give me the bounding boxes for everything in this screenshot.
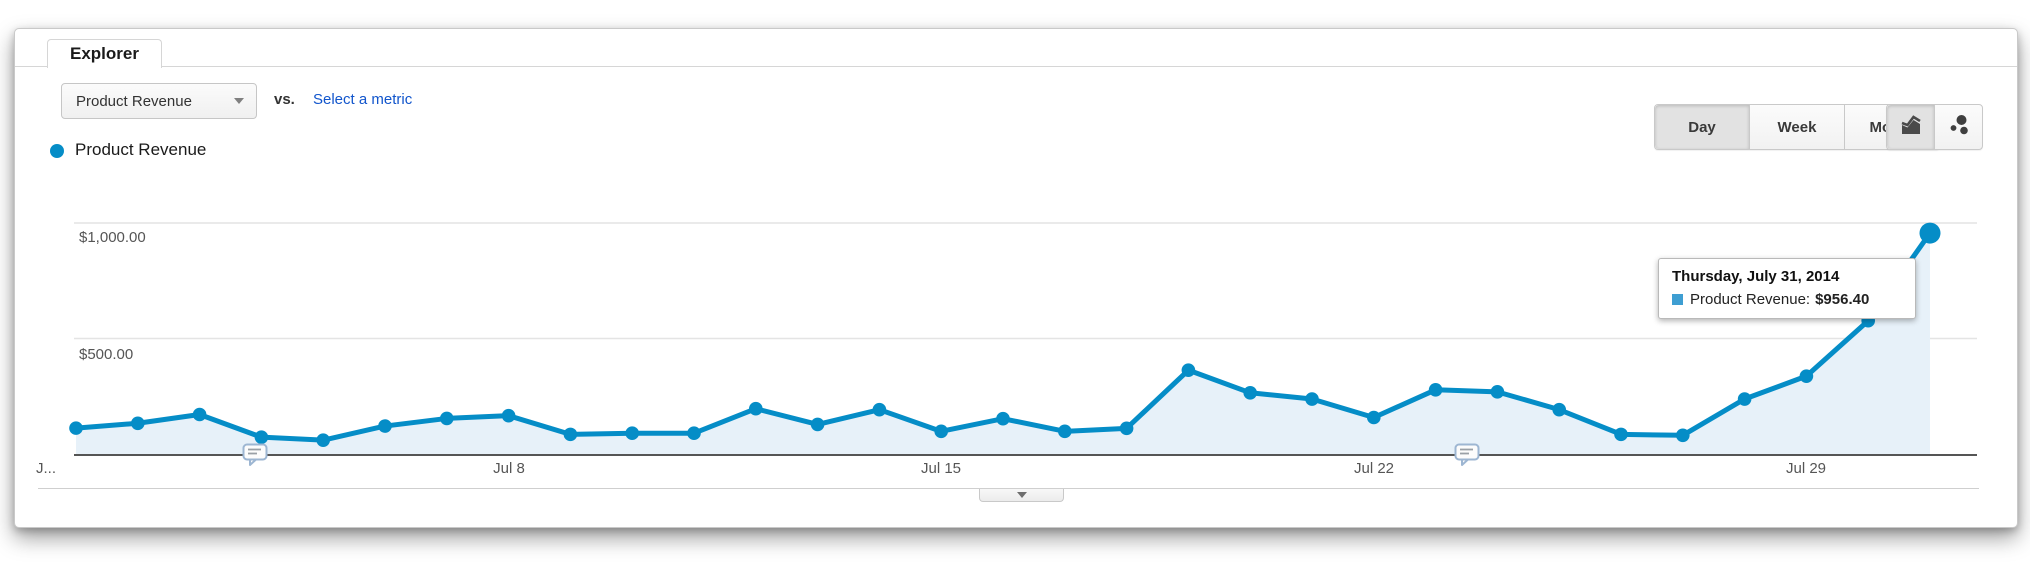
select-a-metric-link[interactable]: Select a metric (313, 91, 413, 108)
granularity-week-button[interactable]: Week (1750, 105, 1845, 149)
revenue-area-chart[interactable] (15, 29, 2017, 527)
tooltip-series-label: Product Revenue: (1690, 291, 1811, 308)
chevron-down-icon (234, 98, 244, 104)
metric-dropdown-value: Product Revenue (76, 92, 192, 110)
line-chart-icon (1899, 113, 1923, 141)
collapse-arrow-icon (1016, 492, 1027, 498)
y-tick-500: $500.00 (79, 346, 134, 363)
metric-dropdown[interactable]: Product Revenue (61, 83, 257, 119)
tab-explorer[interactable]: Explorer (47, 39, 162, 68)
y-tick-1000: $1,000.00 (79, 229, 146, 246)
legend-series-dot (50, 144, 64, 158)
vs-label: vs. (274, 91, 295, 108)
legend-series-label: Product Revenue (75, 140, 207, 159)
motion-chart-icon (1947, 113, 1971, 141)
collapse-chart-button[interactable] (979, 489, 1064, 502)
tooltip-value: $956.40 (1815, 291, 1870, 308)
x-tick-jul29: Jul 29 (1785, 460, 1827, 477)
bottom-divider (38, 488, 1979, 489)
annotation-marker-icon[interactable] (242, 443, 268, 467)
annotation-marker-icon[interactable] (1454, 443, 1480, 467)
explorer-panel: Explorer Product Revenue vs. Select a me… (14, 28, 2018, 528)
x-tick-jul8: Jul 8 (493, 460, 525, 477)
tooltip-series-swatch (1672, 294, 1683, 305)
chart-type-button-group (1886, 104, 1983, 150)
chart-tooltip: Thursday, July 31, 2014 Product Revenue:… (1658, 258, 1916, 319)
x-tick-jul22: Jul 22 (1353, 460, 1395, 477)
motion-chart-button[interactable] (1935, 105, 1982, 149)
line-chart-button[interactable] (1887, 105, 1935, 149)
x-tick-jul1: J... (36, 460, 57, 477)
tooltip-date: Thursday, July 31, 2014 (1672, 268, 1840, 285)
tab-bar: Explorer (15, 29, 2017, 68)
x-tick-jul15: Jul 15 (920, 460, 962, 477)
granularity-day-button[interactable]: Day (1655, 105, 1750, 149)
